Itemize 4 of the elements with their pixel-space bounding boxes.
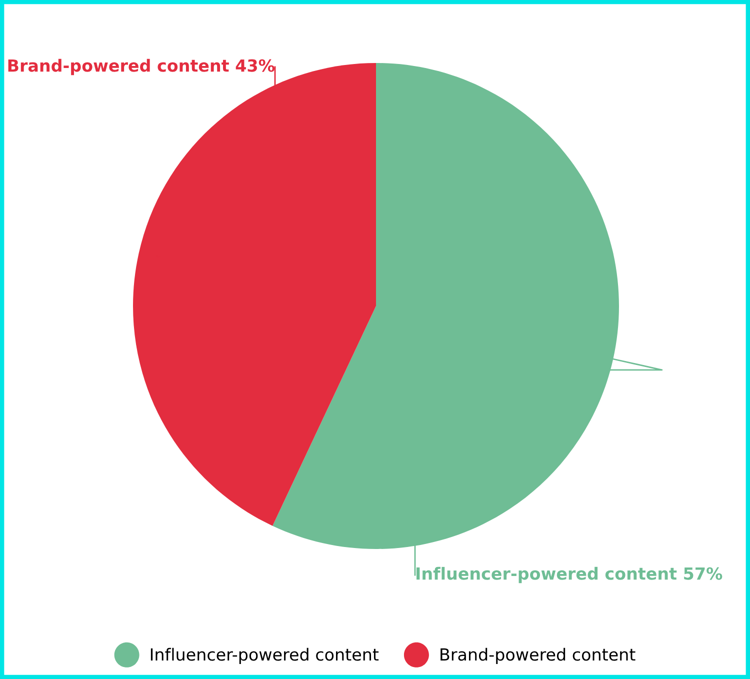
category-label: Brand-powered content 43% <box>8 58 274 76</box>
category-label: Influencer-powered content 57% <box>416 566 722 584</box>
legend-label: Influencer-powered content <box>150 648 379 664</box>
legend-label: Brand-powered content <box>440 648 636 664</box>
